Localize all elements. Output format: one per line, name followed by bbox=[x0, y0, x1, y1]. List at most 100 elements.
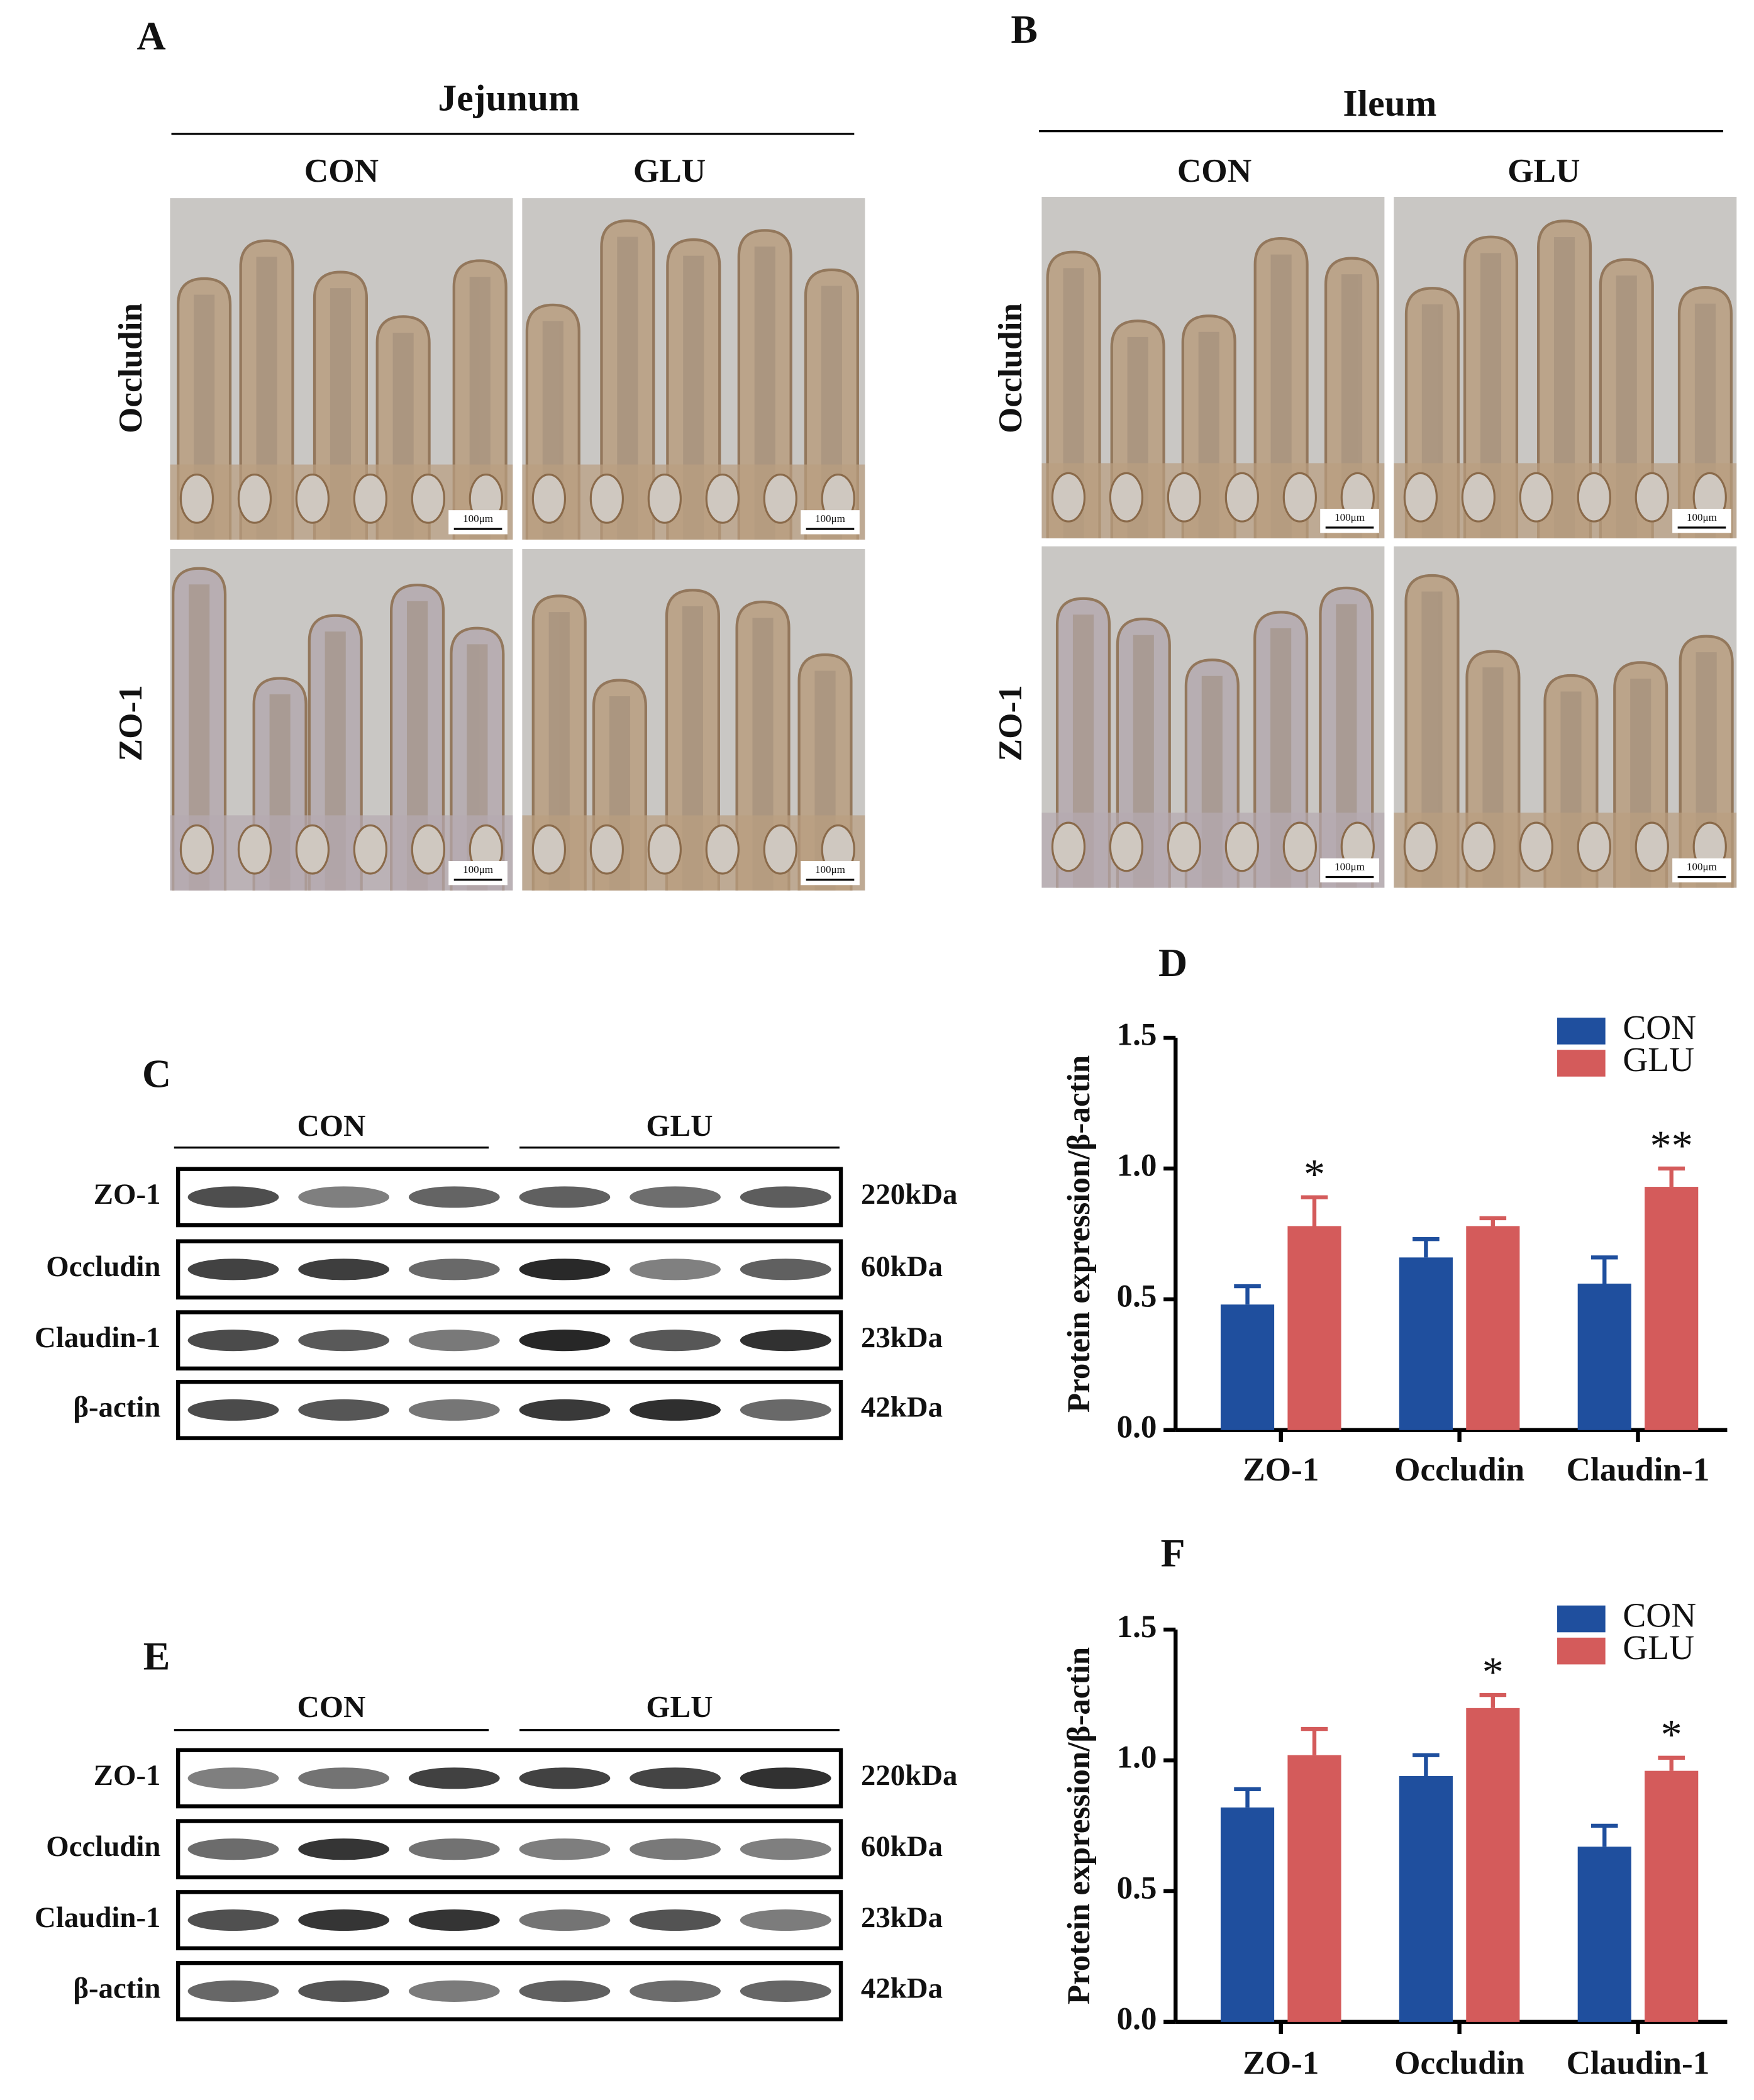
crypt bbox=[353, 473, 388, 524]
legend-swatch bbox=[1557, 1050, 1606, 1077]
crypt bbox=[531, 824, 567, 875]
blot-row-label: Occludin bbox=[46, 1830, 160, 1863]
tissue bbox=[170, 239, 513, 540]
band bbox=[519, 1330, 611, 1352]
group-label: GLU bbox=[646, 1108, 713, 1143]
column-label: CON bbox=[304, 152, 379, 189]
blot-size-label: 42kDa bbox=[861, 1391, 943, 1424]
blot-row-label: ZO-1 bbox=[94, 1759, 161, 1792]
x-tick-label: ZO-1 bbox=[1243, 1451, 1319, 1488]
blot-size-label: 42kDa bbox=[861, 1972, 943, 2005]
scale-label: 100μm bbox=[815, 513, 845, 525]
band bbox=[298, 1838, 390, 1860]
scale-label: 100μm bbox=[1687, 511, 1717, 523]
band bbox=[630, 1767, 721, 1789]
tissue bbox=[522, 219, 865, 540]
band bbox=[630, 1330, 721, 1352]
crypt bbox=[763, 473, 797, 524]
scale-label: 100μm bbox=[1335, 861, 1365, 873]
band bbox=[630, 1980, 721, 2002]
group-label: GLU bbox=[646, 1689, 713, 1724]
band bbox=[740, 1399, 831, 1421]
legend-swatch bbox=[1557, 1637, 1606, 1665]
band bbox=[408, 1838, 500, 1860]
band bbox=[298, 1909, 390, 1931]
blot-strip bbox=[175, 1961, 843, 2021]
crypt bbox=[179, 473, 214, 524]
crypt bbox=[1403, 821, 1438, 872]
scale-box bbox=[1672, 858, 1731, 883]
micrograph bbox=[1041, 196, 1385, 538]
band bbox=[298, 1980, 390, 2002]
panel-label: F bbox=[1161, 1531, 1185, 1575]
band bbox=[408, 1258, 500, 1281]
crypt bbox=[1051, 472, 1086, 523]
blot-row-label: β-actin bbox=[73, 1391, 160, 1424]
band bbox=[630, 1838, 721, 1860]
crypt bbox=[411, 824, 446, 875]
y-tick-label: 1.5 bbox=[1117, 1017, 1157, 1053]
y-tick-label: 0.5 bbox=[1117, 1870, 1157, 1906]
band bbox=[408, 1399, 500, 1421]
blot-row-label: Claudin-1 bbox=[35, 1901, 160, 1934]
crypt bbox=[1577, 472, 1611, 523]
crypt bbox=[1167, 821, 1202, 872]
tissue bbox=[1394, 219, 1737, 538]
band bbox=[630, 1399, 721, 1421]
scale-box bbox=[1320, 858, 1379, 883]
blot-size-label: 23kDa bbox=[861, 1901, 943, 1934]
micrograph bbox=[170, 548, 513, 891]
significance-mark: * bbox=[1304, 1150, 1325, 1198]
band bbox=[519, 1980, 611, 2002]
row-label: ZO-1 bbox=[992, 685, 1029, 761]
crypt bbox=[647, 824, 682, 875]
crypt bbox=[705, 473, 740, 524]
crypt bbox=[237, 473, 272, 524]
crypt bbox=[1282, 821, 1317, 872]
micrograph bbox=[522, 198, 865, 540]
scale-label: 100μm bbox=[815, 864, 845, 875]
band bbox=[298, 1399, 390, 1421]
band bbox=[519, 1258, 611, 1281]
crypt bbox=[237, 824, 272, 875]
crypt bbox=[1519, 821, 1553, 872]
legend-label: CON bbox=[1623, 1008, 1696, 1047]
bar bbox=[1287, 1226, 1341, 1430]
scale-box bbox=[448, 510, 508, 535]
significance-mark: ** bbox=[1650, 1121, 1693, 1169]
scale-box bbox=[1672, 509, 1731, 533]
band bbox=[740, 1330, 831, 1352]
crypt bbox=[1635, 472, 1669, 523]
crypt bbox=[531, 473, 567, 524]
scale-box bbox=[1320, 509, 1379, 533]
region-title: Ileum bbox=[1343, 82, 1436, 124]
x-tick-label: Claudin-1 bbox=[1567, 1451, 1710, 1488]
band bbox=[740, 1980, 831, 2002]
bar bbox=[1645, 1187, 1699, 1430]
panel-label: D bbox=[1158, 940, 1187, 985]
row-label: Occludin bbox=[112, 303, 149, 433]
band bbox=[740, 1838, 831, 1860]
micrograph bbox=[522, 548, 865, 891]
legend-swatch bbox=[1557, 1605, 1606, 1633]
column-label: GLU bbox=[1507, 152, 1580, 189]
blot-strip bbox=[175, 1167, 843, 1228]
band bbox=[298, 1186, 390, 1208]
crypt bbox=[295, 824, 330, 875]
crypt bbox=[1577, 821, 1611, 872]
blot-strip bbox=[175, 1239, 843, 1300]
crypt bbox=[1461, 821, 1496, 872]
band bbox=[740, 1258, 831, 1281]
x-tick-label: ZO-1 bbox=[1243, 2044, 1319, 2081]
crypt bbox=[411, 473, 446, 524]
bar bbox=[1466, 1708, 1520, 2022]
band bbox=[187, 1330, 279, 1352]
band bbox=[519, 1838, 611, 1860]
y-axis-label: Protein expression/β-actin bbox=[1061, 1055, 1097, 1413]
band bbox=[630, 1909, 721, 1931]
legend-label: GLU bbox=[1623, 1628, 1694, 1667]
x-tick-label: Occludin bbox=[1394, 1451, 1524, 1488]
legend-label: GLU bbox=[1623, 1040, 1694, 1079]
band bbox=[187, 1767, 279, 1789]
